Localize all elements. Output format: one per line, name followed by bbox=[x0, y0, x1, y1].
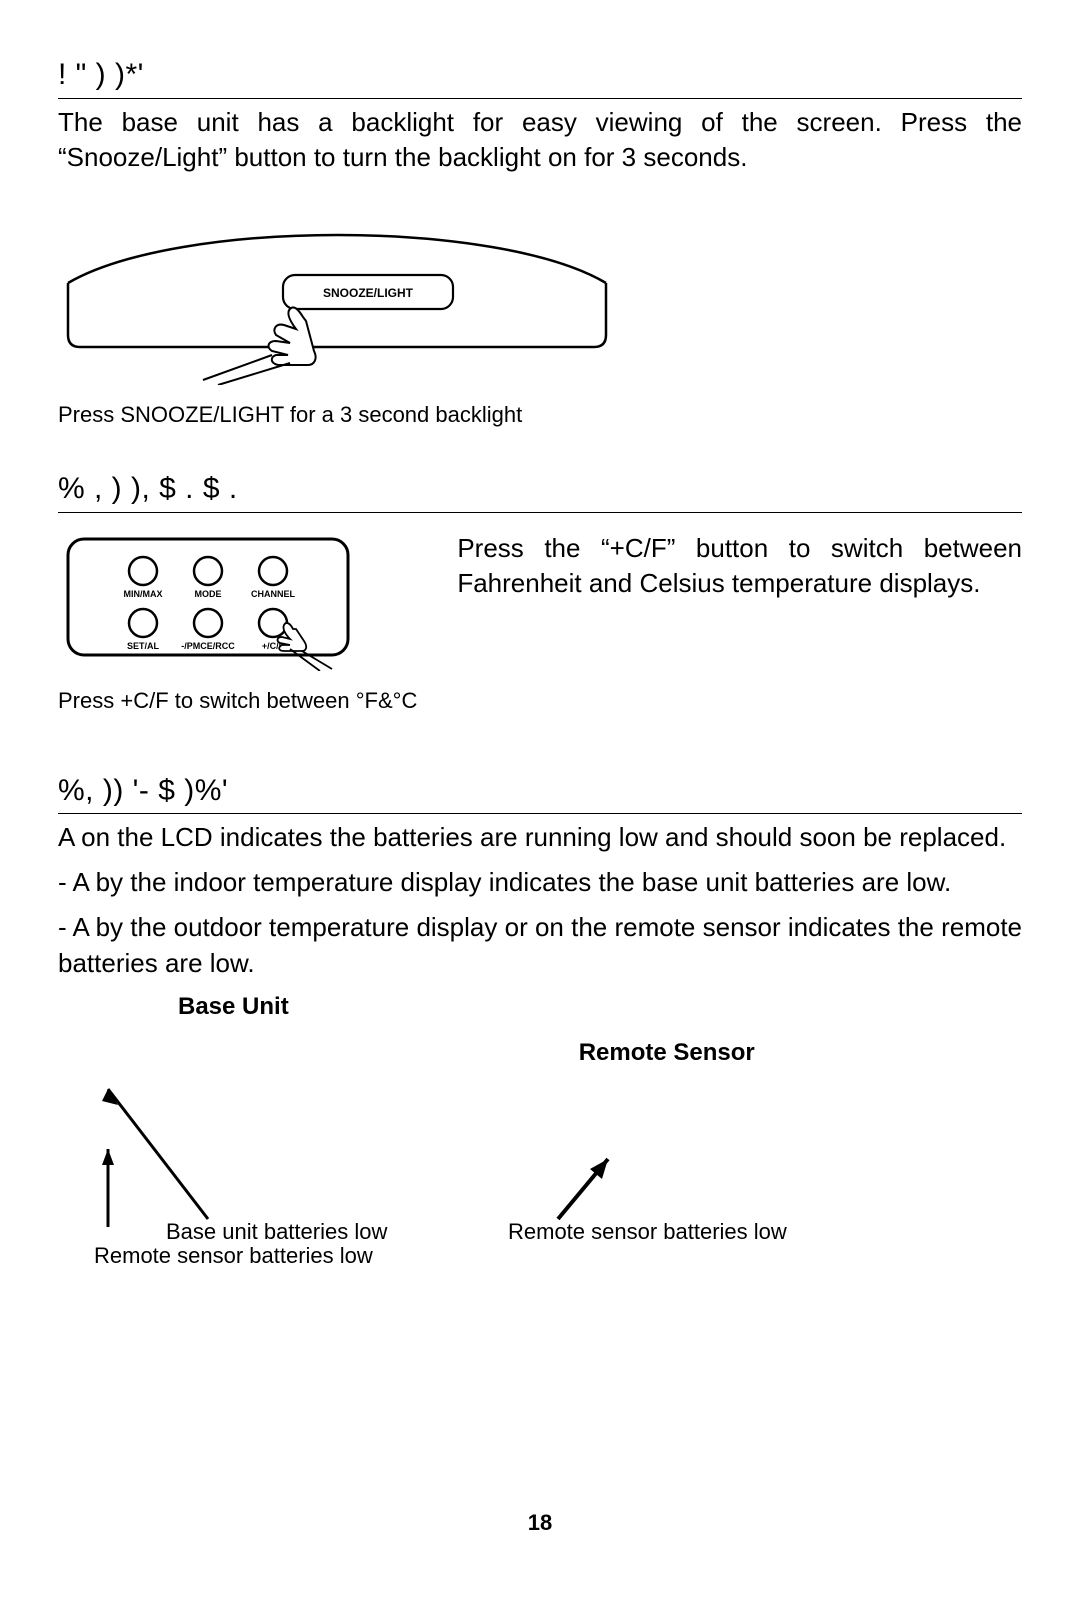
figure-snooze-light: SNOOZE/LIGHT Press SNOOZE/LIGHT for a 3 … bbox=[58, 225, 1022, 430]
btn-label-minmax: MIN/MAX bbox=[124, 589, 163, 599]
label-remote-sensor: Remote Sensor bbox=[579, 1037, 755, 1069]
battery-figures: Base Unit Remote Sensor bbox=[58, 991, 1022, 1269]
section3-para3: - A by the outdoor temperature display o… bbox=[58, 910, 1022, 980]
figure1-caption: Press SNOOZE/LIGHT for a 3 second backli… bbox=[58, 400, 1022, 430]
caption-remote-low-left: Remote sensor batteries low bbox=[94, 1241, 373, 1271]
btn-label-mode: MODE bbox=[195, 589, 222, 599]
page-number: 18 bbox=[58, 1508, 1022, 1538]
btn-label-pmce: -/PMCE/RCC bbox=[181, 641, 235, 651]
figure-back-buttons: MIN/MAX MODE CHANNEL SET/AL -/PMCE/RCC +… bbox=[58, 531, 417, 716]
section3-para2: - A by the indoor temperature display in… bbox=[58, 865, 1022, 900]
section1-paragraph: The base unit has a backlight for easy v… bbox=[58, 105, 1022, 175]
btn-label-channel: CHANNEL bbox=[251, 589, 296, 599]
section1-heading: ! " ) )*' bbox=[58, 55, 1022, 99]
snooze-light-label: SNOOZE/LIGHT bbox=[323, 286, 414, 300]
label-base-unit: Base Unit bbox=[178, 991, 289, 1069]
btn-label-setal: SET/AL bbox=[127, 641, 160, 651]
section3-heading: %, )) '- $ )%' bbox=[58, 771, 1022, 815]
section2-heading: % , ) ), $ . $ . bbox=[58, 469, 1022, 513]
section2-paragraph: Press the “+C/F” button to switch betwee… bbox=[457, 531, 1022, 601]
section3-para1: A on the LCD indicates the batteries are… bbox=[58, 820, 1022, 855]
caption-remote-low-right: Remote sensor batteries low bbox=[508, 1217, 787, 1247]
figure2-caption: Press +C/F to switch between °F&°C bbox=[58, 686, 417, 716]
